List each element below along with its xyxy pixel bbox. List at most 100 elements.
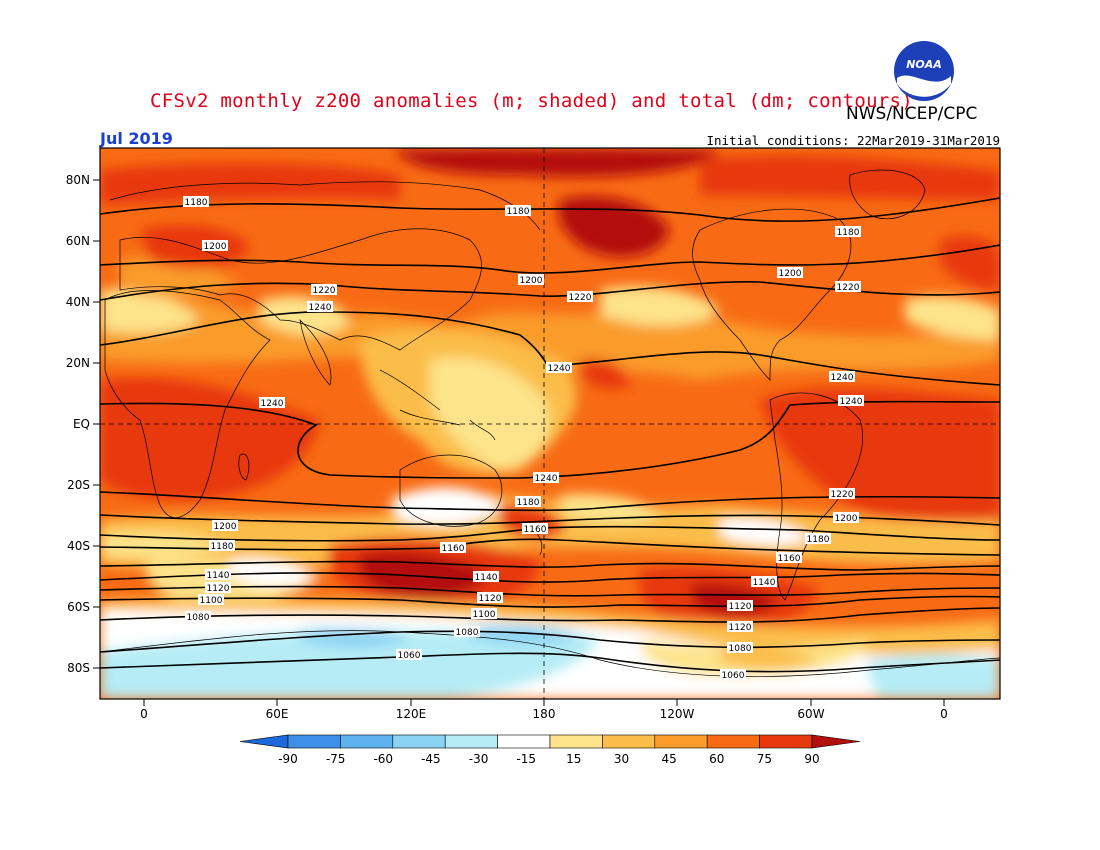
colorbar-label: -45 [421,752,441,766]
noaa-logo: NOAA [894,41,954,101]
svg-text:1100: 1100 [200,596,223,606]
contour-label: 1200 [833,512,859,524]
svg-text:1180: 1180 [837,228,860,238]
contour-label: 1100 [198,594,224,606]
svg-text:1220: 1220 [313,286,336,296]
colorbar-swatch [497,734,551,749]
contour-label: 1200 [212,520,238,532]
contour-label: 1200 [202,240,228,252]
svg-text:1200: 1200 [214,522,237,532]
svg-text:1220: 1220 [831,490,854,500]
contour-label: 1060 [720,669,746,681]
svg-text:1180: 1180 [807,535,830,545]
lat-label: 60S [67,600,90,614]
contour-label: 1060 [396,649,422,661]
svg-text:1140: 1140 [207,571,230,581]
colorbar-swatch [549,734,603,749]
colorbar-label: 75 [757,752,772,766]
contour-label: 1200 [777,267,803,279]
svg-text:1080: 1080 [456,628,479,638]
colorbar-swatch [602,734,656,749]
svg-text:1120: 1120 [207,584,230,594]
svg-text:1240: 1240 [535,474,558,484]
svg-text:1200: 1200 [779,269,802,279]
contour-label: 1240 [259,397,285,409]
svg-text:1080: 1080 [187,613,210,623]
colorbar-label: -90 [278,752,298,766]
contour-label: 1080 [454,626,480,638]
svg-text:1220: 1220 [837,283,860,293]
contour-label: 1240 [838,395,864,407]
lon-label: 180 [533,707,556,721]
contour-label: 1180 [209,540,235,552]
svg-text:1160: 1160 [442,544,465,554]
contour-label: 1080 [727,642,753,654]
svg-text:1240: 1240 [840,397,863,407]
colorbar-label: -30 [469,752,489,766]
colorbar-label: -75 [326,752,346,766]
colorbar-swatch [239,734,289,749]
latitude-axis: 80N 60N 40N 20N EQ 20S 40S 60S 80S [66,173,100,675]
lat-label: 40S [67,539,90,553]
contour-label: 1120 [727,621,753,633]
contour-label: 1180 [805,533,831,545]
contour-label: 1160 [440,542,466,554]
colorbar: -90 -75 -60 -45 -30 -15 15 30 45 60 75 90 [239,734,861,766]
svg-text:1140: 1140 [475,573,498,583]
svg-text:NOAA: NOAA [906,58,942,71]
colorbar-swatch [654,734,708,749]
lat-label: 40N [66,295,90,309]
contour-labels: 1180 1200 1220 1240 1240 1240 1240 1180 1200 1220… [183,196,864,681]
lat-label: 80S [67,661,90,675]
lat-label: 80N [66,173,90,187]
agency-label: NWS/NCEP/CPC [846,104,978,124]
lon-label: 0 [940,707,948,721]
svg-text:1240: 1240 [309,303,332,313]
contour-label: 1080 [185,611,211,623]
contour-label: 1140 [751,576,777,588]
svg-text:1120: 1120 [729,623,752,633]
svg-text:1080: 1080 [729,644,752,654]
contour-label: 1140 [205,569,231,581]
colorbar-label: 15 [566,752,581,766]
svg-text:1100: 1100 [473,610,496,620]
colorbar-label: 30 [614,752,629,766]
svg-text:1180: 1180 [185,198,208,208]
lat-label: EQ [73,417,90,431]
svg-text:1060: 1060 [722,671,745,681]
svg-text:1240: 1240 [548,364,571,374]
contour-label: 1240 [546,362,572,374]
contour-label: 1100 [471,608,497,620]
svg-text:1200: 1200 [204,242,227,252]
colorbar-swatch [444,734,498,749]
lon-label: 120W [660,707,695,721]
lon-label: 120E [396,707,427,721]
svg-text:1200: 1200 [520,276,543,286]
colorbar-swatch [287,734,341,749]
svg-text:1240: 1240 [261,399,284,409]
initial-conditions: Initial conditions: 22Mar2019-31Mar2019 [706,133,1001,148]
lat-label: 20N [66,356,90,370]
lon-label: 0 [140,707,148,721]
contour-label: 1220 [567,291,593,303]
svg-text:1240: 1240 [831,373,854,383]
contour-label: 1120 [477,592,503,604]
forecast-month: Jul 2019 [100,129,173,148]
contour-label: 1200 [518,274,544,286]
contour-label: 1140 [473,571,499,583]
svg-text:1060: 1060 [398,651,421,661]
contour-label: 1160 [522,523,548,535]
svg-text:1180: 1180 [211,542,234,552]
svg-text:1120: 1120 [729,602,752,612]
contour-label: 1180 [505,205,531,217]
contour-label: 1240 [307,301,333,313]
contour-label: 1120 [727,600,753,612]
svg-text:1160: 1160 [778,554,801,564]
contour-label: 1240 [829,371,855,383]
contour-label: 1220 [835,281,861,293]
contour-label: 1220 [311,284,337,296]
svg-text:1140: 1140 [753,578,776,588]
contour-label: 1240 [533,472,559,484]
colorbar-label: 90 [804,752,819,766]
